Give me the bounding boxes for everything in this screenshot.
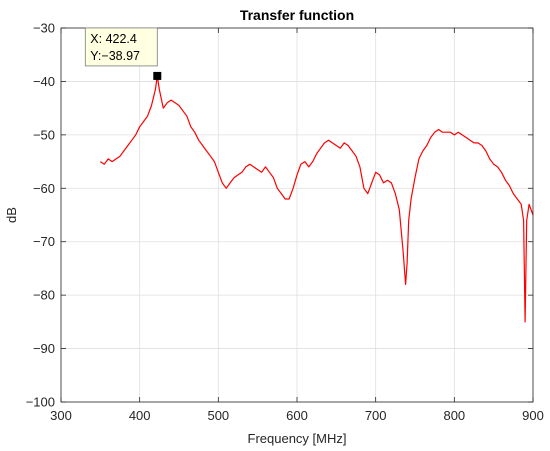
y-tick-label: −90 <box>33 341 55 356</box>
y-tick-label: −80 <box>33 288 55 303</box>
x-tick-label: 300 <box>50 408 72 423</box>
data-tip-marker[interactable] <box>153 71 162 80</box>
x-axis-label: Frequency [MHz] <box>248 431 347 446</box>
x-tick-label: 400 <box>129 408 151 423</box>
data-tip-x-text: X: 422.4 <box>90 32 137 46</box>
x-tick-label: 900 <box>522 408 544 423</box>
y-tick-label: −100 <box>26 395 55 410</box>
axis-ticks: 300 400 500 600 700 800 900 −100 −90 −80 −70 −60 −50… <box>26 21 544 424</box>
x-tick-label: 600 <box>286 408 308 423</box>
y-tick-label: −40 <box>33 74 55 89</box>
series-line <box>99 75 534 323</box>
y-axis-label: dB <box>4 207 19 223</box>
data-tip[interactable]: X: 422.4 Y:−38.97 <box>84 27 162 80</box>
y-tick-label: −60 <box>33 181 55 196</box>
chart-title: Transfer function <box>240 7 354 23</box>
data-tip-y-text: Y:−38.97 <box>90 49 140 63</box>
series-group <box>99 75 534 323</box>
y-tick-label: −50 <box>33 127 55 142</box>
y-tick-label: −30 <box>33 21 55 36</box>
data-tip-box <box>84 27 158 67</box>
x-tick-label: 700 <box>365 408 387 423</box>
y-tick-label: −70 <box>33 234 55 249</box>
x-tick-label: 500 <box>207 408 229 423</box>
x-tick-label: 800 <box>443 408 465 423</box>
